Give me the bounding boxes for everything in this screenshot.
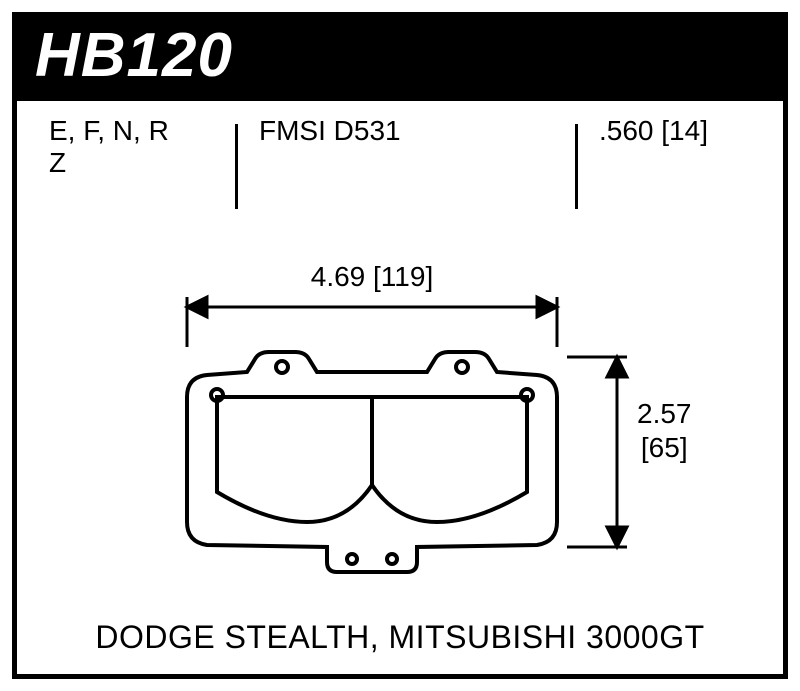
application-text: DODGE STEALTH, MITSUBISHI 3000GT xyxy=(95,619,704,655)
column-divider-2 xyxy=(575,124,578,209)
fmsi-column: FMSI D531 xyxy=(229,115,569,221)
spec-sheet-frame: HB120 E, F, N, R Z FMSI D531 .560 [14] 4… xyxy=(12,12,788,679)
width-dimension-arrow xyxy=(187,297,557,347)
column-divider-1 xyxy=(235,124,238,209)
brake-pad-diagram xyxy=(117,267,677,607)
info-row: E, F, N, R Z FMSI D531 .560 [14] xyxy=(17,101,783,221)
brake-pad-outline xyxy=(187,352,557,572)
application-footer: DODGE STEALTH, MITSUBISHI 3000GT xyxy=(17,619,783,656)
diagram-area: 4.69 [119] 2.57 [65] xyxy=(17,247,783,627)
compounds-line1: E, F, N, R xyxy=(49,115,219,147)
part-number: HB120 xyxy=(35,21,233,90)
part-number-header: HB120 xyxy=(17,17,783,101)
thickness-value: .560 [14] xyxy=(599,115,751,147)
fmsi-code: FMSI D531 xyxy=(259,115,559,147)
thickness-column: .560 [14] xyxy=(569,115,761,221)
compounds-line2: Z xyxy=(49,147,219,179)
compounds-column: E, F, N, R Z xyxy=(39,115,229,221)
height-dimension-arrow xyxy=(567,357,627,547)
